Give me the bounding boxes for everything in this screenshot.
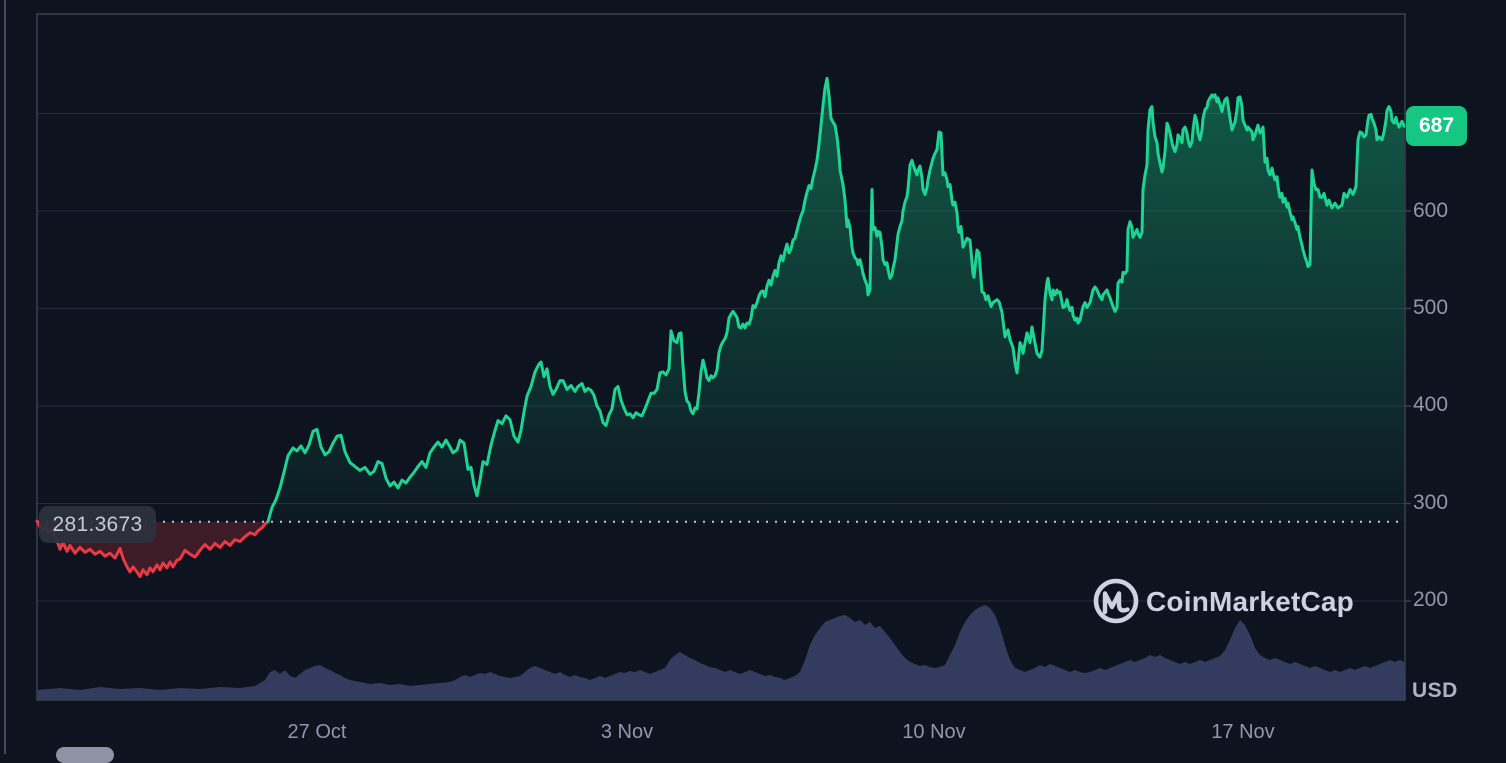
y-axis-label-300: 300: [1413, 491, 1449, 514]
x-axis-label-27oct: 27 Oct: [287, 721, 347, 743]
x-axis-label-10nov: 10 Nov: [902, 721, 966, 743]
panel-left-divider: [4, 0, 6, 754]
current-price-badge: 687: [1406, 106, 1467, 146]
baseline-price-label: 281.3673: [39, 506, 156, 543]
y-axis-label-600: 600: [1413, 199, 1449, 222]
chart-scroll-handle[interactable]: [56, 747, 114, 763]
y-axis-unit-label: USD: [1412, 679, 1458, 702]
coinmarketcap-logo-icon: [1093, 578, 1139, 624]
y-axis-label-200: 200: [1413, 588, 1449, 611]
x-axis-label-3nov: 3 Nov: [600, 721, 654, 743]
y-axis-label-500: 500: [1413, 296, 1449, 319]
x-axis-label-17nov: 17 Nov: [1211, 721, 1275, 743]
y-axis-label-400: 400: [1413, 393, 1449, 416]
